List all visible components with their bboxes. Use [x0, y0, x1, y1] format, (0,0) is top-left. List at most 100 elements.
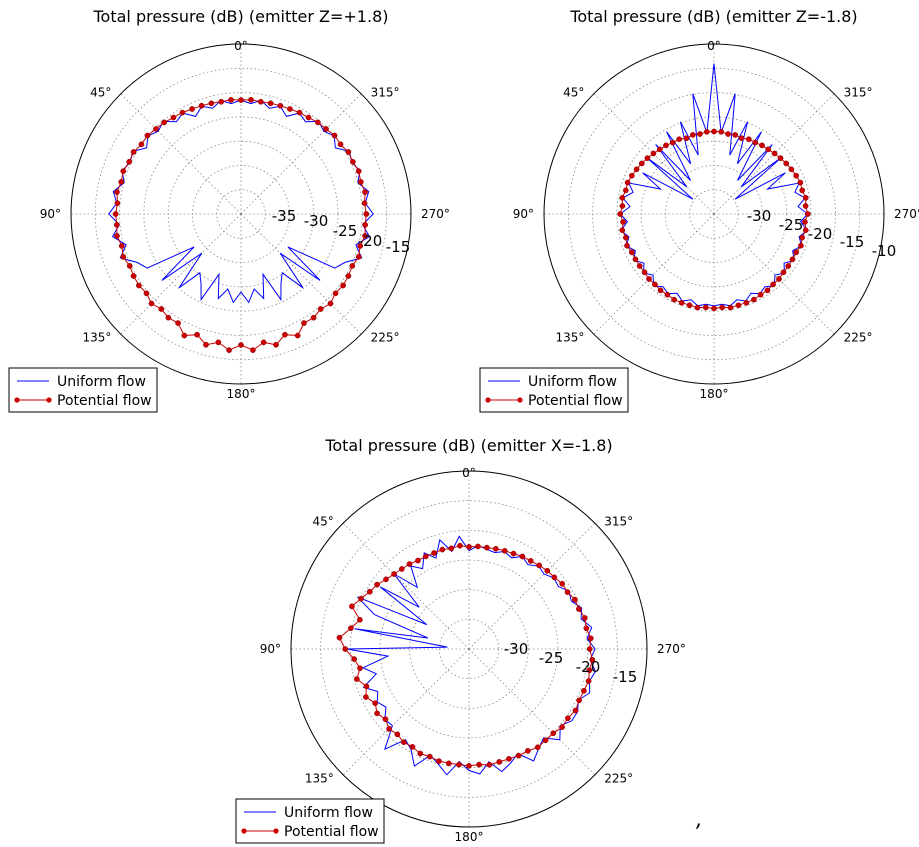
series-marker	[144, 132, 151, 139]
angle-tick-label: 0°	[707, 39, 721, 53]
angle-tick-label: 315°	[844, 85, 873, 99]
series-marker	[327, 300, 334, 307]
series-marker	[143, 290, 150, 297]
radial-gridline	[567, 67, 861, 361]
radial-gridline	[409, 589, 529, 709]
series-marker	[345, 273, 352, 279]
series-marker	[619, 194, 626, 201]
series-marker	[585, 678, 592, 684]
series-marker	[315, 119, 321, 126]
series-marker	[337, 141, 344, 148]
series-marker	[678, 299, 685, 306]
series-marker	[383, 576, 389, 583]
series-marker	[581, 687, 587, 694]
series-marker	[374, 710, 380, 717]
radial-tick-label: -25	[333, 222, 358, 240]
series-marker	[746, 136, 752, 143]
series-marker	[362, 189, 368, 195]
series-marker	[527, 558, 534, 564]
series-marker	[765, 146, 772, 153]
series-marker	[170, 114, 177, 121]
angle-tick-label: 225°	[604, 771, 633, 785]
angular-gridline	[120, 93, 242, 215]
series-marker	[764, 287, 771, 294]
series-marker	[136, 282, 142, 289]
angle-tick-label: 270°	[894, 207, 919, 221]
series-marker	[165, 314, 172, 321]
series-marker	[138, 141, 145, 148]
angle-tick-label: 135°	[82, 331, 111, 345]
series-marker	[788, 166, 795, 173]
series-marker	[664, 291, 671, 298]
radial-tick-label: -25	[539, 649, 564, 667]
legend-marker-sample	[517, 397, 523, 403]
series-marker	[515, 752, 522, 759]
series-marker	[619, 203, 626, 209]
series-marker	[475, 543, 481, 550]
series-marker	[362, 222, 369, 228]
series-marker	[501, 547, 508, 554]
chart-title: Total pressure (dB) (emitter X=-1.8)	[324, 436, 612, 455]
angle-tick-label: 180°	[700, 387, 729, 401]
series-marker	[793, 172, 800, 179]
series-marker	[646, 276, 652, 282]
series-marker	[305, 114, 312, 121]
series-marker	[638, 160, 645, 167]
series-marker	[783, 160, 790, 167]
series-marker	[751, 296, 757, 303]
stray-comma-mark: ,	[695, 807, 702, 832]
legend-box	[8, 367, 158, 413]
series-marker	[727, 304, 734, 311]
radial-tick-label: -10	[872, 242, 897, 260]
series-marker	[250, 347, 256, 353]
series-marker	[238, 97, 244, 103]
series-marker	[120, 168, 127, 174]
series-marker	[617, 211, 624, 217]
series-marker	[296, 109, 303, 116]
series-marker	[572, 707, 579, 714]
angle-tick-label: 90°	[40, 207, 61, 221]
legend-marker-sample	[241, 828, 247, 834]
series-marker	[738, 135, 745, 142]
polar-chart-top-right: Total pressure (dB) (emitter Z=-1.8) 0° 4…	[479, 7, 919, 413]
legend-entry-label: Potential flow	[528, 393, 623, 409]
series-marker	[345, 149, 352, 155]
series-marker	[804, 211, 811, 217]
series-marker	[771, 150, 778, 157]
series-marker	[349, 158, 356, 165]
angular-gridline	[342, 648, 470, 776]
series-marker	[363, 683, 370, 690]
series-marker	[372, 700, 379, 707]
series-marker	[361, 200, 368, 207]
series-marker	[797, 179, 804, 186]
series-marker	[118, 243, 125, 249]
angle-tick-label: 180°	[227, 387, 256, 401]
series-marker	[208, 100, 215, 107]
series-marker	[711, 128, 717, 135]
series-marker	[374, 581, 380, 588]
series-marker	[524, 748, 531, 754]
series-marker	[228, 96, 234, 103]
angle-tick-label: 45°	[563, 85, 584, 99]
series-marker	[238, 342, 244, 348]
angular-gridline	[468, 522, 596, 650]
series-marker	[551, 574, 558, 581]
series-marker	[362, 233, 368, 239]
series-marker	[743, 299, 750, 306]
series-marker	[632, 256, 639, 263]
series-marker	[785, 263, 792, 269]
series-marker	[565, 715, 571, 722]
series-marker	[431, 550, 437, 556]
series-marker	[357, 179, 364, 185]
radial-tick-label: -20	[808, 225, 833, 243]
series-marker	[575, 606, 582, 612]
series-marker	[656, 146, 663, 153]
series-marker	[406, 561, 413, 567]
series-marker	[130, 149, 137, 155]
series-marker	[310, 314, 317, 321]
series-marker	[636, 263, 643, 269]
radial-tick-label: -30	[747, 207, 772, 225]
series-marker	[436, 758, 442, 764]
series-marker	[198, 102, 205, 109]
series-marker	[267, 100, 274, 107]
